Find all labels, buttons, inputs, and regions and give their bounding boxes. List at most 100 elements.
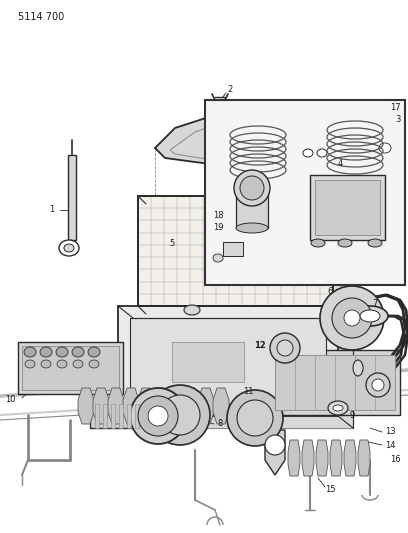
Ellipse shape [379, 143, 391, 153]
Polygon shape [302, 440, 314, 476]
Bar [205, 100, 405, 285]
Ellipse shape [372, 379, 384, 391]
Ellipse shape [130, 388, 186, 444]
Ellipse shape [88, 347, 100, 357]
Bar [236, 188, 268, 228]
Ellipse shape [89, 360, 99, 368]
Ellipse shape [41, 360, 51, 368]
Ellipse shape [311, 239, 325, 247]
Ellipse shape [24, 347, 36, 357]
Polygon shape [288, 440, 300, 476]
Ellipse shape [57, 360, 67, 368]
Bar [213, 100, 227, 110]
Bar [130, 318, 326, 404]
Bar [103, 404, 107, 428]
Text: 9: 9 [349, 410, 355, 419]
Text: 3: 3 [395, 116, 401, 125]
Polygon shape [138, 388, 154, 424]
Ellipse shape [240, 176, 264, 200]
Ellipse shape [40, 347, 52, 357]
Bar [223, 242, 243, 256]
Bar [315, 180, 380, 235]
Ellipse shape [150, 385, 210, 445]
Text: 11: 11 [243, 387, 253, 397]
Text: 10: 10 [5, 395, 15, 405]
Ellipse shape [73, 360, 83, 368]
Ellipse shape [265, 435, 285, 455]
Ellipse shape [317, 149, 327, 157]
Ellipse shape [184, 305, 200, 315]
Text: 17: 17 [390, 103, 400, 112]
Bar [168, 338, 248, 386]
Polygon shape [78, 388, 94, 424]
Bar [95, 404, 99, 428]
Ellipse shape [64, 244, 74, 252]
Ellipse shape [138, 396, 178, 436]
Ellipse shape [25, 360, 35, 368]
Polygon shape [358, 440, 370, 476]
Ellipse shape [72, 347, 84, 357]
Polygon shape [316, 440, 328, 476]
Bar [310, 175, 385, 240]
Bar [138, 196, 333, 306]
Bar [135, 404, 139, 428]
Text: 2: 2 [227, 85, 233, 94]
Ellipse shape [277, 340, 293, 356]
Ellipse shape [328, 401, 348, 415]
Bar [18, 342, 123, 394]
Ellipse shape [320, 286, 384, 350]
Polygon shape [330, 440, 342, 476]
Ellipse shape [338, 239, 352, 247]
Polygon shape [168, 388, 184, 424]
Bar [275, 355, 395, 410]
Text: 8: 8 [217, 419, 223, 429]
Text: 5: 5 [169, 239, 175, 248]
Ellipse shape [360, 310, 380, 322]
Text: 5114 700: 5114 700 [18, 12, 64, 22]
Bar [210, 108, 230, 118]
Ellipse shape [301, 144, 329, 162]
Ellipse shape [236, 223, 268, 233]
Text: 1: 1 [49, 206, 55, 214]
Bar [118, 306, 338, 416]
Bar [151, 404, 155, 428]
Polygon shape [155, 108, 385, 170]
Polygon shape [213, 388, 229, 424]
Ellipse shape [332, 298, 372, 338]
Bar [111, 404, 115, 428]
Text: 7: 7 [373, 300, 378, 309]
Text: 6: 6 [327, 287, 333, 296]
Ellipse shape [303, 149, 313, 157]
Ellipse shape [160, 395, 200, 435]
Text: 18: 18 [213, 211, 223, 220]
Ellipse shape [366, 373, 390, 397]
Bar [146, 204, 341, 314]
Bar [172, 342, 244, 382]
Text: 14: 14 [385, 440, 395, 449]
Ellipse shape [213, 254, 223, 262]
Polygon shape [198, 388, 214, 424]
Polygon shape [153, 388, 169, 424]
Ellipse shape [148, 406, 168, 426]
Bar [22, 346, 119, 390]
Ellipse shape [56, 347, 68, 357]
Ellipse shape [368, 239, 382, 247]
Bar [90, 404, 162, 428]
Text: 12: 12 [254, 341, 266, 350]
Ellipse shape [353, 360, 363, 376]
Bar [143, 404, 147, 428]
Ellipse shape [234, 170, 270, 206]
Polygon shape [344, 440, 356, 476]
Polygon shape [350, 132, 400, 165]
Ellipse shape [59, 240, 79, 256]
Ellipse shape [270, 333, 300, 363]
Bar [119, 404, 123, 428]
Text: 13: 13 [385, 427, 395, 437]
Text: 16: 16 [390, 456, 400, 464]
Text: 19: 19 [213, 223, 223, 232]
Bar [68, 155, 76, 240]
Text: 15: 15 [325, 486, 335, 495]
Bar [133, 318, 353, 428]
Bar [138, 196, 333, 306]
Ellipse shape [352, 306, 388, 326]
